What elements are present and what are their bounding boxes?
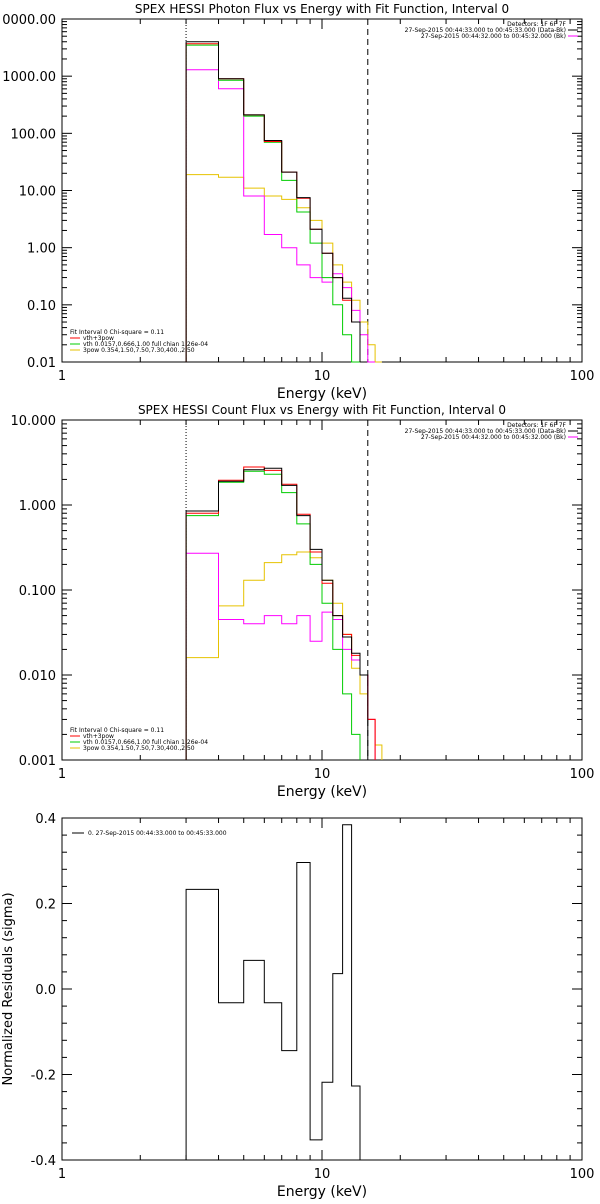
chart-0-fit-legend-text: vth+3pow	[83, 335, 114, 342]
chart-0-info-line: Detectors: 1F 6F 7F	[507, 21, 566, 28]
chart-0-info-line: 27-Sep-2015 00:44:33.000 to 00:45:33.000…	[405, 27, 566, 34]
chart-2-xlabel: Energy (keV)	[277, 1184, 367, 1200]
chart-0-ytick-label: 1.00	[27, 242, 56, 257]
chart-0-ytick-label: 10.00	[19, 185, 56, 200]
chart-2-ytick-label: 0.0	[35, 983, 56, 998]
chart-0-ytick-label: 0.01	[27, 356, 56, 371]
chart-0-series-0	[185, 41, 361, 362]
chart-1-ytick-label: 0.001	[19, 754, 56, 769]
chart-0-xtick-label: 10	[314, 369, 331, 384]
chart-0-ytick-label: 100.00	[11, 127, 57, 142]
chart-0-ytick-label: 0.10	[27, 299, 56, 314]
chart-1-fit-legend-text: vth 0.0157,0.666,1.00 full chian 1.26e-0…	[83, 739, 208, 746]
chart-0-series-1	[185, 43, 361, 362]
chart-1-ytick-label: 0.010	[19, 669, 56, 684]
chart-1-series-4	[185, 551, 383, 760]
chart-0-fit-legend-text: 3pow 0.354,1.50,7.50,7.30,400.,2.50	[83, 347, 195, 354]
chart-1-title: SPEX HESSI Count Flux vs Energy with Fit…	[138, 403, 506, 417]
chart-1-series-0	[185, 467, 369, 760]
chart-2-legend-text: 0. 27-Sep-2015 00:44:33.000 to 00:45:33.…	[88, 830, 227, 837]
chart-0-series-3	[185, 69, 376, 363]
chart-0-ytick-label: 1000.00	[2, 70, 56, 85]
chart-1-xtick-label: 1	[58, 767, 66, 782]
chart-0-fit-legend-text: vth 0.0157,0.666,1.00 full chian 1.26e-0…	[83, 341, 208, 348]
chart-1-fit-legend-text: 3pow 0.354,1.50,7.50,7.30,400.,2.50	[83, 745, 195, 752]
chart-1-xtick-label: 100	[570, 767, 595, 782]
chart-0-series-2	[185, 44, 360, 363]
chart-0-frame	[61, 18, 583, 363]
chart-1-series-3	[185, 552, 376, 760]
chart-0-title: SPEX HESSI Photon Flux vs Energy with Fi…	[135, 2, 509, 16]
chart-0-info-line: 27-Sep-2015 00:44:32.000 to 00:45:32.000…	[421, 33, 566, 40]
chart-2-xtick-label: 1	[58, 1167, 66, 1182]
chart-2-xtick-label: 100	[570, 1167, 595, 1182]
chart-0-xlabel: Energy (keV)	[277, 386, 367, 402]
chart-0-xtick-label: 1	[58, 369, 66, 384]
chart-1-ytick-label: 10.000	[11, 414, 57, 429]
chart-1-ytick-label: 1.000	[19, 499, 56, 514]
chart-2-xtick-label: 10	[314, 1167, 331, 1182]
chart-1-xtick-label: 10	[314, 767, 331, 782]
chart-1-info-line: Detectors: 1F 6F 7F	[507, 422, 566, 429]
chart-2-ytick-label: -0.2	[31, 1069, 56, 1084]
chart-2-ytick-label: 0.2	[35, 898, 56, 913]
chart-2-ytick-label: -0.4	[31, 1154, 56, 1169]
chart-1-fit-legend-title: Fit Interval 0 Chi-square = 0.11	[70, 727, 164, 734]
chart-1-info-line: 27-Sep-2015 00:44:33.000 to 00:45:33.000…	[405, 428, 566, 435]
chart-2-ytick-label: 0.4	[35, 812, 56, 827]
chart-0-ytick-label: 0000.00	[2, 13, 56, 28]
chart-2-ylabel: Normalized Residuals (sigma)	[1, 892, 16, 1085]
chart-0-fit-legend-title: Fit Interval 0 Chi-square = 0.11	[70, 329, 164, 336]
chart-2-series-0	[185, 824, 361, 1160]
chart-1-fit-legend-text: vth+3pow	[83, 733, 114, 740]
chart-0-xtick-label: 100	[570, 369, 595, 384]
chart-1-info-line: 27-Sep-2015 00:44:32.000 to 00:45:32.000…	[421, 434, 566, 441]
chart-1-series-2	[185, 470, 361, 760]
chart-1-ytick-label: 0.100	[19, 584, 56, 599]
chart-1-xlabel: Energy (keV)	[277, 784, 367, 800]
chart-0-series-4	[185, 174, 382, 363]
